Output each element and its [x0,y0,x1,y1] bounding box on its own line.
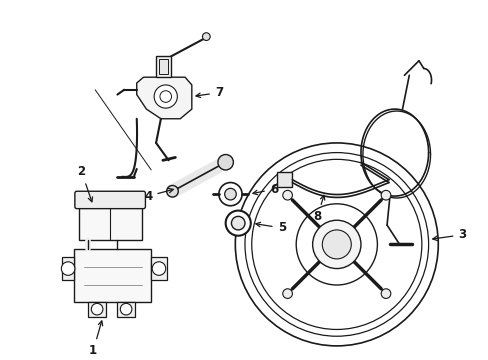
Circle shape [312,220,360,269]
Circle shape [154,85,177,108]
Polygon shape [62,257,74,280]
Circle shape [381,289,390,298]
Text: 6: 6 [252,183,278,196]
Text: 2: 2 [78,165,92,202]
Circle shape [381,190,390,200]
Circle shape [322,230,350,259]
Circle shape [225,211,250,236]
Text: 1: 1 [89,321,102,357]
Circle shape [202,33,210,40]
Polygon shape [156,56,170,77]
Circle shape [224,188,236,200]
Circle shape [120,303,132,315]
Circle shape [91,303,102,315]
Text: 8: 8 [313,195,324,223]
Circle shape [152,262,165,275]
Circle shape [282,190,292,200]
Polygon shape [151,257,166,280]
Text: 7: 7 [196,86,223,99]
Circle shape [166,185,178,197]
Polygon shape [276,172,292,188]
Polygon shape [137,77,191,119]
Polygon shape [79,203,142,239]
FancyBboxPatch shape [75,191,145,209]
Circle shape [219,183,242,206]
Circle shape [282,289,292,298]
Text: 4: 4 [144,188,173,203]
Circle shape [231,216,244,230]
Polygon shape [88,302,105,317]
Text: 5: 5 [255,221,285,234]
Circle shape [61,262,75,275]
Polygon shape [159,59,167,74]
Polygon shape [74,249,151,302]
Polygon shape [117,302,135,317]
Text: 3: 3 [432,228,466,241]
Circle shape [218,154,233,170]
